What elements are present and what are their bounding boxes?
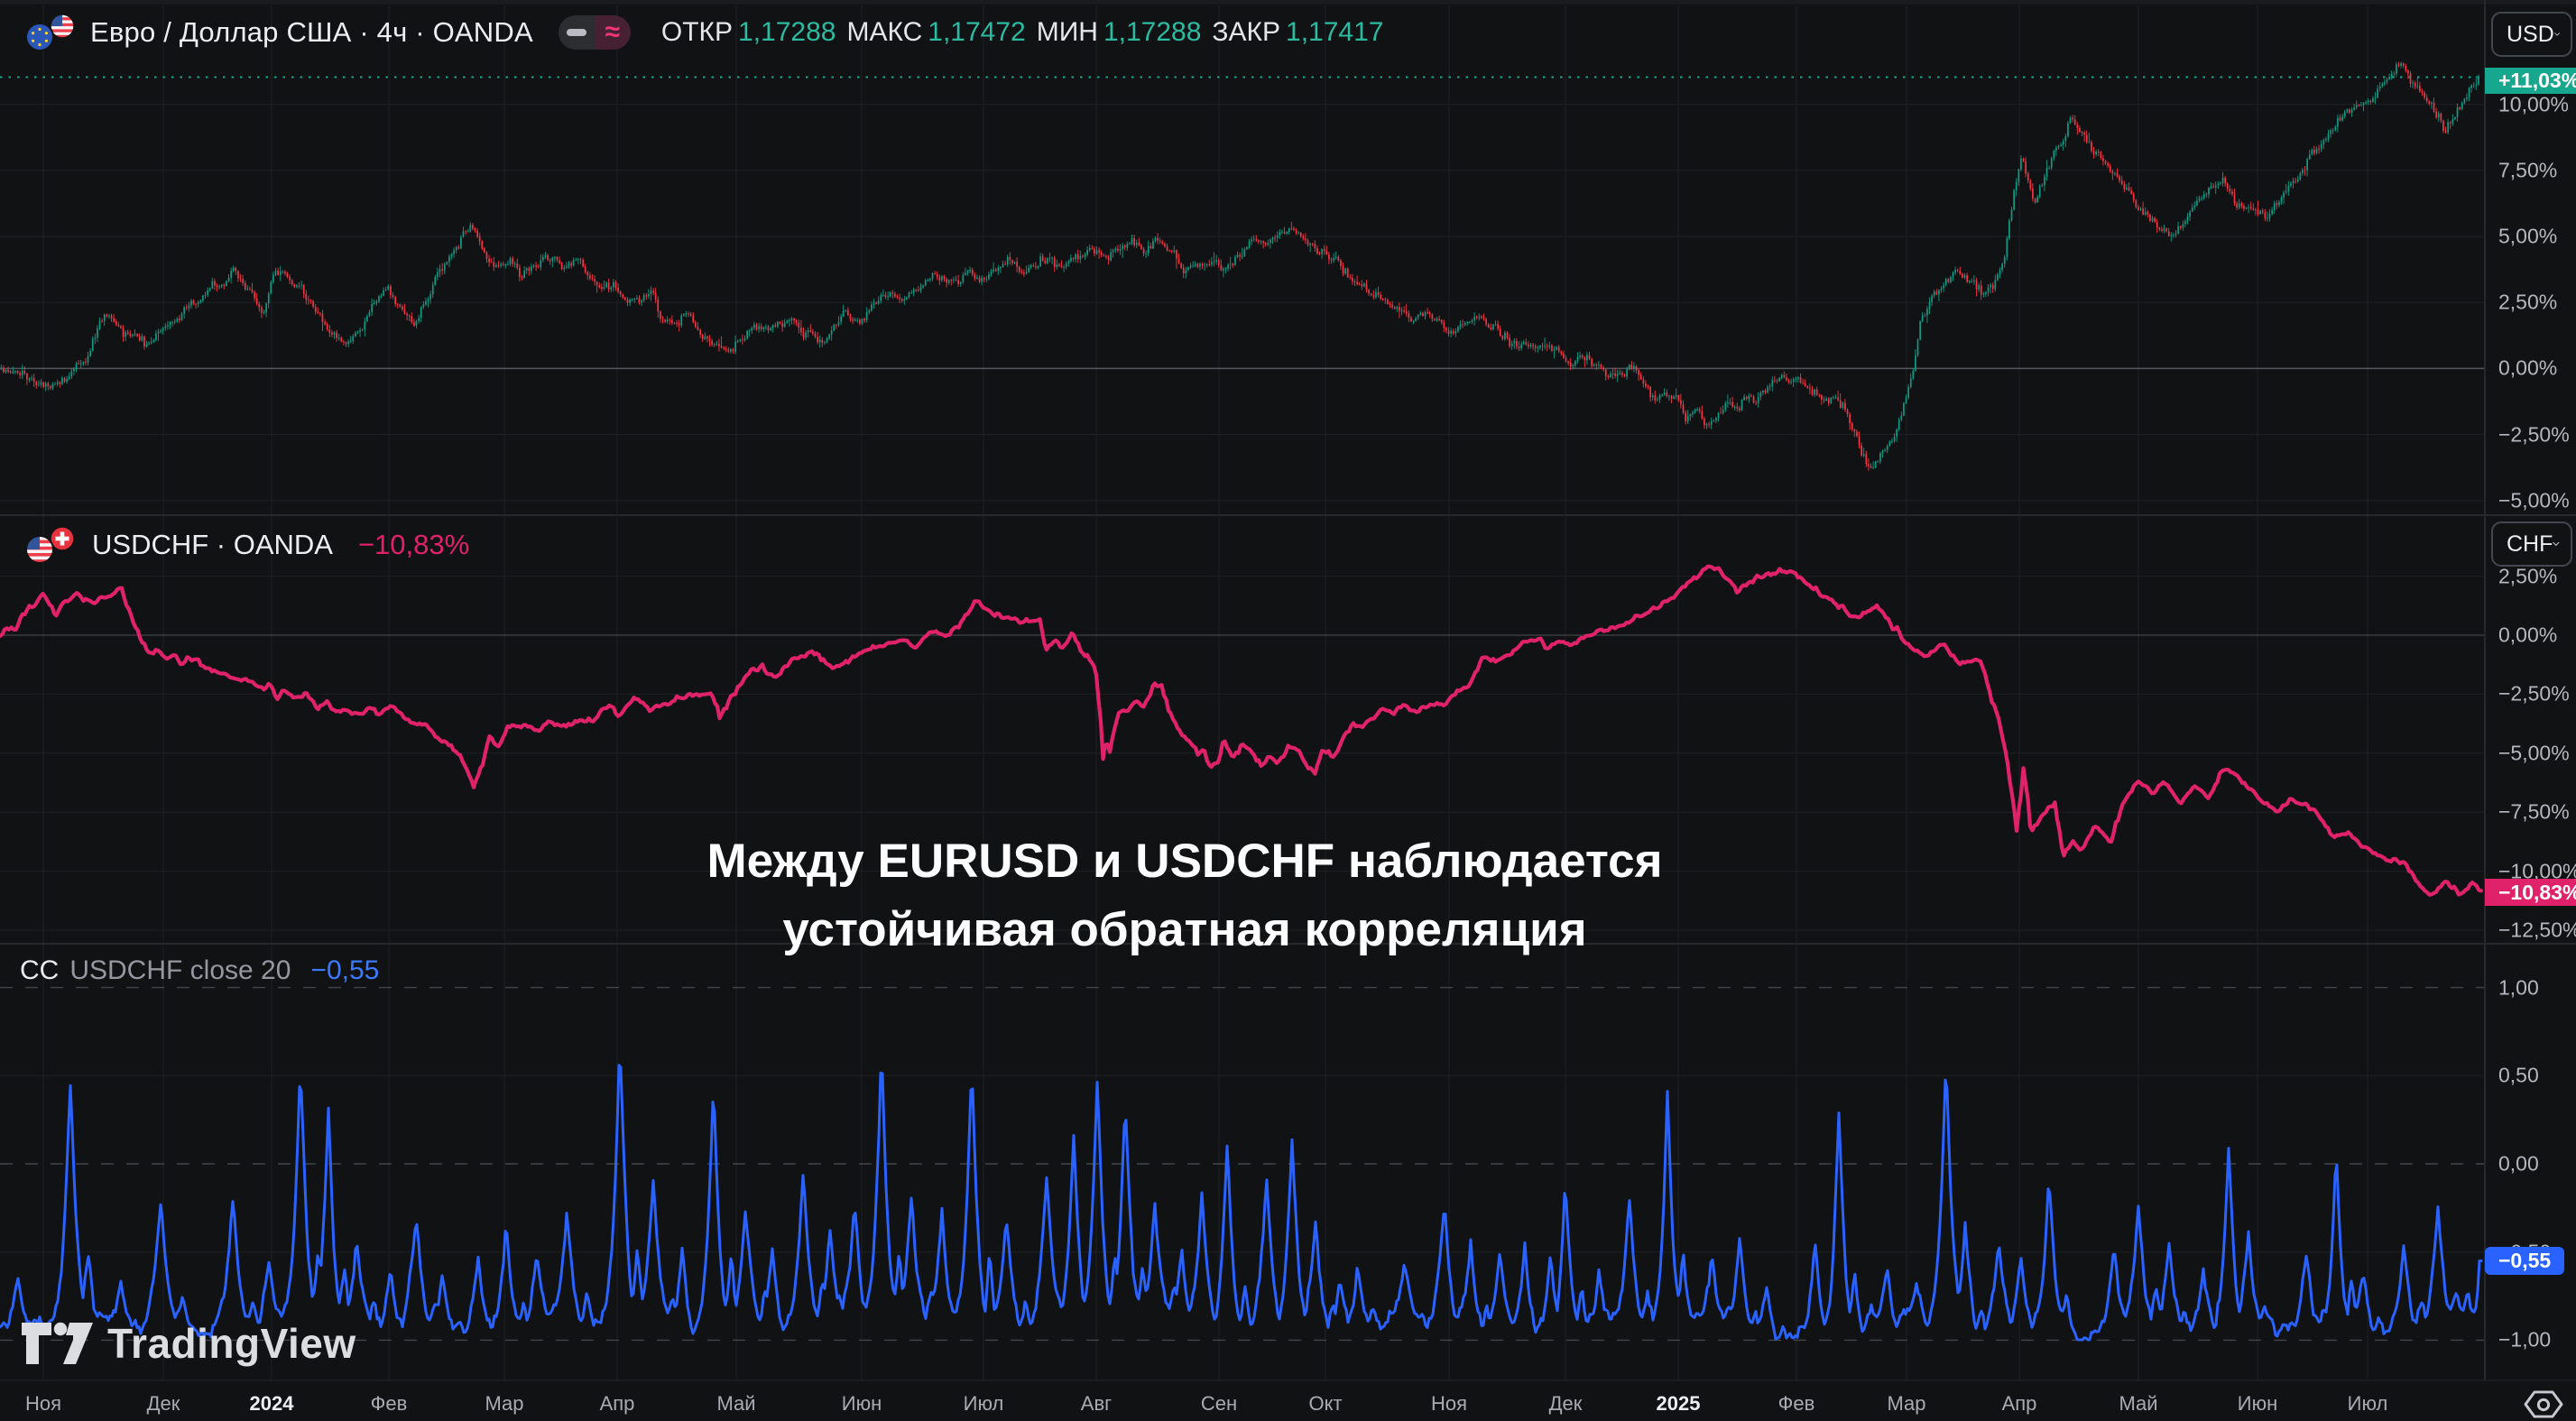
- time-label-Апр-5: Апр: [599, 1392, 635, 1415]
- usdchf-last-value-badge: −10,83%: [2485, 879, 2576, 906]
- settings-hexagon-icon[interactable]: [2524, 1389, 2563, 1420]
- ohlc-label-1: МАКС: [846, 17, 923, 47]
- axis-label-panel1-5,00%: 5,00%: [2498, 224, 2558, 248]
- cc-last-value-badge: −0,55: [2485, 1247, 2564, 1275]
- symbol-title[interactable]: Евро / Доллар США · 4ч · OANDA: [90, 16, 533, 48]
- eurusd-last-value-badge: +11,03%: [2485, 68, 2576, 94]
- time-label-Апр-17: Апр: [2001, 1392, 2037, 1415]
- ohlc-value-1: 1,17472: [928, 17, 1026, 47]
- axis-label-panel2-−2,50%: −2,50%: [2498, 681, 2570, 706]
- axis-label-panel2-−7,50%: −7,50%: [2498, 799, 2570, 824]
- ohlc-label-0: ОТКР: [660, 17, 734, 47]
- axis-label-panel3-1,00: 1,00: [2498, 975, 2539, 1000]
- currency-dropdown-usd[interactable]: USD: [2491, 12, 2572, 57]
- currency-dropdown-chf[interactable]: CHF: [2491, 521, 2572, 567]
- time-label-Май-18: Май: [2119, 1392, 2158, 1415]
- ohlc-label-2: МИН: [1036, 17, 1098, 47]
- axis-label-panel1-−5,00%: −5,00%: [2498, 488, 2570, 512]
- time-label-Июл-20: Июл: [2347, 1392, 2388, 1415]
- time-label-Сен-10: Сен: [1200, 1392, 1238, 1415]
- ohlc-value-0: 1,17288: [738, 17, 836, 47]
- chevron-down-icon: [2553, 541, 2560, 547]
- time-label-Мар-4: Мар: [485, 1392, 524, 1415]
- symbol-legend: Евро / Доллар США · 4ч · OANDA ≈ ОТКР 1,1…: [22, 12, 1383, 53]
- time-label-Июл-8: Июл: [963, 1392, 1004, 1415]
- usdchf-change: −10,83%: [357, 529, 470, 560]
- axis-label-panel2-−12,50%: −12,50%: [2498, 918, 2576, 942]
- axis-label-panel2-−5,00%: −5,00%: [2498, 741, 2570, 765]
- ohlc-value-3: 1,17417: [1286, 17, 1384, 47]
- time-label-Ноя-0: Ноя: [24, 1392, 62, 1415]
- cc-indicator-value: −0,55: [310, 955, 380, 985]
- tradingview-watermark[interactable]: TradingView: [22, 1319, 356, 1368]
- tradingview-wordmark: TradingView: [107, 1320, 356, 1367]
- minimize-dash-icon[interactable]: [558, 15, 595, 50]
- time-label-Май-6: Май: [716, 1392, 756, 1415]
- time-label-Авг-9: Авг: [1080, 1392, 1113, 1415]
- ch-flag-icon: [50, 526, 75, 551]
- eu-us-flag-pair-icon: [22, 12, 78, 53]
- axis-label-panel1-0,00%: 0,00%: [2498, 355, 2558, 380]
- time-label-Июн-19: Июн: [2237, 1392, 2278, 1415]
- cc-indicator-legend: CC USDCHF close 20 −0,55: [20, 955, 379, 986]
- time-label-Фев-3: Фев: [370, 1392, 408, 1415]
- eu-flag-icon: [25, 23, 54, 51]
- time-label-Ноя-12: Ноя: [1430, 1392, 1468, 1415]
- time-label-Фев-15: Фев: [1777, 1392, 1815, 1415]
- time-label-Июн-7: Июн: [841, 1392, 882, 1415]
- chart-style-toggle[interactable]: ≈: [558, 15, 631, 50]
- tradingview-logo-icon: [22, 1322, 93, 1364]
- usdchf-legend: USDCHF · OANDA −10,83%: [22, 524, 469, 566]
- time-label-Дек-13: Дек: [1548, 1392, 1583, 1415]
- usdchf-title[interactable]: USDCHF · OANDA: [92, 529, 333, 560]
- axis-label-panel1-−2,50%: −2,50%: [2498, 422, 2570, 447]
- time-label-2024-2: 2024: [249, 1392, 294, 1415]
- axis-label-panel1-2,50%: 2,50%: [2498, 290, 2558, 314]
- axis-label-panel3-0,00: 0,00: [2498, 1151, 2539, 1176]
- ohlc-values: ОТКР 1,17288 МАКС 1,17472 МИН 1,17288 ЗАКР 1,17…: [656, 17, 1384, 48]
- time-label-Мар-16: Мар: [1887, 1392, 1926, 1415]
- cc-indicator-name[interactable]: CC: [20, 955, 60, 985]
- percent-approx-icon[interactable]: ≈: [594, 15, 631, 50]
- axis-label-panel2-0,00%: 0,00%: [2498, 623, 2558, 647]
- axis-label-panel1-7,50%: 7,50%: [2498, 158, 2558, 182]
- axis-label-panel2-−10,00%: −10,00%: [2498, 859, 2576, 883]
- us-flag-small-icon: [25, 535, 54, 564]
- chevron-down-icon: [2554, 32, 2560, 36]
- axis-label-panel3-0,50: 0,50: [2498, 1063, 2539, 1087]
- time-label-2025-14: 2025: [1656, 1392, 1701, 1415]
- time-label-Окт-11: Окт: [1308, 1392, 1343, 1415]
- time-label-Дек-1: Дек: [146, 1392, 180, 1415]
- us-ch-flag-pair-icon: [22, 524, 78, 566]
- currency-label: USD: [2507, 21, 2554, 47]
- axis-label-panel2-2,50%: 2,50%: [2498, 564, 2558, 588]
- currency-label: CHF: [2507, 531, 2553, 557]
- ohlc-value-2: 1,17288: [1103, 17, 1202, 47]
- caption-line1: Между EURUSD и USDCHF наблюдается: [706, 835, 1663, 888]
- ohlc-label-3: ЗАКР: [1212, 17, 1281, 47]
- caption-line2: устойчивая обратная корреляция: [782, 903, 1587, 956]
- cc-indicator-params: USDCHF close 20: [69, 955, 291, 985]
- us-flag-icon: [50, 14, 75, 39]
- axis-label-panel3-−1,00: −1,00: [2498, 1327, 2552, 1352]
- axis-label-panel1-10,00%: 10,00%: [2498, 92, 2570, 116]
